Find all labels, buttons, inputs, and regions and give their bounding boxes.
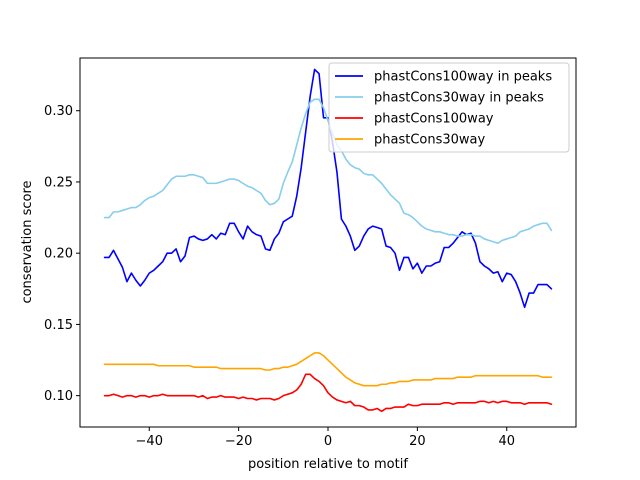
x-tick-label: 40 bbox=[498, 434, 515, 449]
y-axis-label: conservation score bbox=[20, 180, 35, 303]
series-layer bbox=[103, 68, 553, 413]
y-tick-label: 0.15 bbox=[44, 318, 73, 333]
legend-box bbox=[328, 62, 570, 153]
y-tick-label: 0.10 bbox=[44, 389, 73, 404]
y-tick-label: 0.20 bbox=[44, 247, 73, 262]
legend-label-0: phastCons100way in peaks bbox=[374, 70, 552, 85]
x-tick-label: −20 bbox=[225, 434, 252, 449]
x-tick-label: 0 bbox=[324, 434, 332, 449]
series-line-3 bbox=[103, 352, 553, 387]
x-tick-label: 20 bbox=[409, 434, 426, 449]
y-axis-ticks: 0.10 0.15 0.20 0.25 0.30 bbox=[44, 104, 80, 404]
x-tick-label: −40 bbox=[136, 434, 163, 449]
y-tick-label: 0.30 bbox=[44, 104, 73, 119]
legend-label-3: phastCons30way bbox=[374, 133, 486, 148]
y-tick-label: 0.25 bbox=[44, 175, 73, 190]
legend-label-1: phastCons30way in peaks bbox=[374, 91, 544, 106]
x-axis-ticks: −40 −20 0 20 40 bbox=[136, 427, 515, 449]
series-line-1 bbox=[103, 98, 553, 245]
legend-label-2: phastCons100way bbox=[374, 112, 494, 127]
legend-items: phastCons100way in peaks phastCons30way i… bbox=[335, 70, 552, 148]
legend: phastCons100way in peaks phastCons30way i… bbox=[328, 62, 570, 153]
x-axis-label: position relative to motif bbox=[248, 457, 408, 472]
series-line-2 bbox=[103, 373, 553, 413]
series-line-0 bbox=[103, 68, 553, 309]
